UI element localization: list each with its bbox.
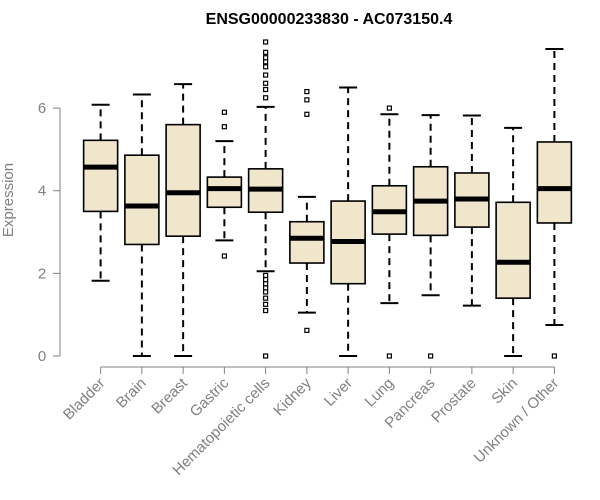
outlier-point [263, 55, 269, 61]
category-label-10: Prostate [428, 375, 480, 427]
y-tick-label-1: 2 [38, 265, 46, 282]
y-tick-label-2: 4 [38, 183, 46, 200]
outlier-point [221, 253, 227, 259]
box-3 [165, 83, 201, 357]
chart-title: ENSG00000233830 - AC073150.4 [206, 11, 453, 28]
box-4 [206, 109, 243, 259]
outlier-point [221, 124, 227, 130]
outlier-point [304, 327, 310, 333]
category-label-11: Skin [488, 375, 521, 408]
box-11 [495, 126, 531, 357]
outlier-point [304, 97, 310, 103]
outlier-point [386, 105, 392, 111]
iqr-box [536, 141, 573, 224]
box-12 [536, 48, 573, 359]
outlier-point [263, 285, 269, 291]
box-2 [124, 93, 160, 357]
outlier-point [263, 59, 269, 65]
outlier-point [263, 289, 269, 295]
outlier-point [263, 39, 269, 45]
category-label-8: Lung [362, 375, 398, 411]
x-axis [100, 366, 555, 374]
category-label-6: Kidney [270, 374, 315, 419]
outlier-point [263, 95, 269, 101]
category-label-3: Breast [148, 374, 191, 417]
box-9 [412, 114, 449, 359]
outlier-point [263, 301, 269, 307]
outlier-point [263, 295, 269, 301]
box-8 [371, 105, 408, 359]
iqr-box [124, 154, 160, 246]
boxes [82, 39, 573, 359]
outlier-point [263, 281, 269, 287]
y-axis: 0 2 4 6 [38, 100, 61, 365]
outlier-point [263, 72, 269, 78]
box-5 [247, 39, 284, 359]
outlier-point [551, 353, 557, 359]
iqr-box [289, 220, 325, 264]
box-1 [82, 103, 119, 282]
iqr-box [165, 123, 201, 237]
outlier-point [428, 353, 434, 359]
y-axis-label: Expression [0, 163, 17, 237]
outlier-point [304, 88, 310, 95]
outlier-point [304, 111, 310, 117]
box-10 [454, 114, 490, 307]
category-label-7: Liver [321, 375, 356, 410]
outlier-point [263, 49, 269, 55]
iqr-box [82, 139, 119, 213]
iqr-box [495, 201, 531, 299]
outlier-point [263, 307, 269, 314]
box-7 [330, 86, 366, 357]
iqr-box [206, 176, 243, 209]
outlier-point [221, 109, 227, 115]
category-label-2: Brain [113, 375, 150, 412]
y-tick-label-0: 0 [38, 348, 46, 365]
outlier-point [386, 353, 392, 359]
box-6 [289, 88, 325, 333]
category-label-1: Bladder [60, 375, 109, 424]
outlier-point [263, 272, 269, 279]
outlier-point [263, 80, 269, 86]
outlier-point [263, 64, 269, 70]
outlier-point [263, 353, 269, 359]
y-tick-label-3: 6 [38, 100, 46, 117]
outlier-point [263, 276, 269, 283]
outlier-point [263, 86, 269, 93]
